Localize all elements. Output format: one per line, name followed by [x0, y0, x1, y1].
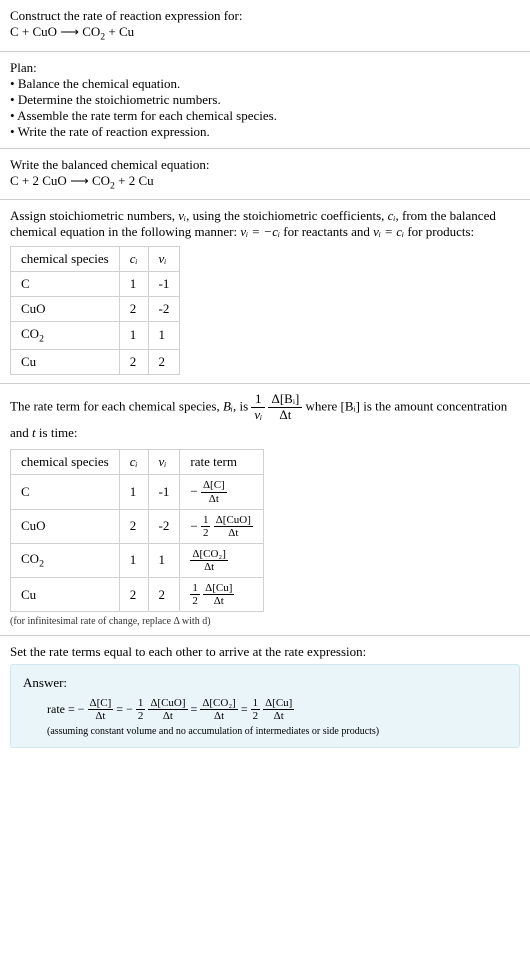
plan-item: Balance the chemical equation.	[10, 76, 520, 92]
stoich-section: Assign stoichiometric numbers, νᵢ, using…	[0, 200, 530, 383]
cell-species: Cu	[11, 349, 120, 374]
cell-species: CO2	[11, 543, 120, 577]
infinitesimal-note: (for infinitesimal rate of change, repla…	[10, 616, 520, 627]
cell-rate: − 12 Δ[CuO]Δt	[180, 509, 264, 543]
frac-dB-dt: Δ[Bᵢ] Δt	[268, 392, 302, 423]
plan-list: Balance the chemical equation. Determine…	[10, 76, 520, 140]
plan-section: Plan: Balance the chemical equation. Det…	[0, 52, 530, 148]
table-row: CuO 2 -2 − 12 Δ[CuO]Δt	[11, 509, 264, 543]
col-nui: νᵢ	[148, 450, 180, 475]
stoich-table: chemical species cᵢ νᵢ C 1 -1 CuO 2 -2 C…	[10, 246, 180, 375]
answer-box: Answer: rate = − Δ[C]Δt = − 12 Δ[CuO]Δt …	[10, 664, 520, 748]
cell-c: 2	[119, 578, 148, 612]
stoich-intro: Assign stoichiometric numbers, νᵢ, using…	[10, 208, 520, 240]
cell-rate: − Δ[C]Δt	[180, 475, 264, 509]
table-row: Cu 2 2 12 Δ[Cu]Δt	[11, 578, 264, 612]
table-row: CO2 1 1 Δ[CO₂]Δt	[11, 543, 264, 577]
table-row: C 1 -1 − Δ[C]Δt	[11, 475, 264, 509]
cell-species: Cu	[11, 578, 120, 612]
col-ci: cᵢ	[119, 450, 148, 475]
col-species: chemical species	[11, 450, 120, 475]
rateterm-section: The rate term for each chemical species,…	[0, 384, 530, 635]
balanced-label: Write the balanced chemical equation:	[10, 157, 520, 173]
balanced-equation: C + 2 CuO ⟶ CO2 + 2 Cu	[10, 173, 520, 192]
cell-c: 1	[119, 475, 148, 509]
assumption-note: (assuming constant volume and no accumul…	[23, 726, 507, 737]
table-row: Cu 2 2	[11, 349, 180, 374]
cell-rate: 12 Δ[Cu]Δt	[180, 578, 264, 612]
col-species: chemical species	[11, 247, 120, 272]
cell-rate: Δ[CO₂]Δt	[180, 543, 264, 577]
cell-c: 2	[119, 349, 148, 374]
unbalanced-equation: C + CuO ⟶ CO2 + Cu	[10, 24, 520, 43]
frac-one-over-nu: 1 νᵢ	[251, 392, 265, 423]
cell-species: CuO	[11, 297, 120, 322]
cell-nu: 1	[148, 543, 180, 577]
balanced-section: Write the balanced chemical equation: C …	[0, 149, 530, 200]
cell-species: C	[11, 272, 120, 297]
cell-species: CO2	[11, 322, 120, 350]
cell-nu: 2	[148, 349, 180, 374]
cell-species: CuO	[11, 509, 120, 543]
cell-nu: -1	[148, 475, 180, 509]
final-label: Set the rate terms equal to each other t…	[10, 644, 520, 660]
table-header-row: chemical species cᵢ νᵢ rate term	[11, 450, 264, 475]
rateterm-intro: The rate term for each chemical species,…	[10, 392, 520, 444]
cell-species: C	[11, 475, 120, 509]
cell-nu: 2	[148, 578, 180, 612]
rateterm-table: chemical species cᵢ νᵢ rate term C 1 -1 …	[10, 449, 264, 612]
rate-expression: rate = − Δ[C]Δt = − 12 Δ[CuO]Δt = Δ[CO₂]…	[23, 697, 507, 722]
answer-label: Answer:	[23, 675, 507, 691]
col-nui: νᵢ	[148, 247, 180, 272]
col-ci: cᵢ	[119, 247, 148, 272]
cell-nu: -1	[148, 272, 180, 297]
plan-label: Plan:	[10, 60, 520, 76]
construct-title: Construct the rate of reaction expressio…	[10, 8, 520, 24]
col-rateterm: rate term	[180, 450, 264, 475]
plan-item: Determine the stoichiometric numbers.	[10, 92, 520, 108]
cell-nu: -2	[148, 297, 180, 322]
final-section: Set the rate terms equal to each other t…	[0, 636, 530, 756]
cell-nu: -2	[148, 509, 180, 543]
cell-c: 1	[119, 272, 148, 297]
header-section: Construct the rate of reaction expressio…	[0, 0, 530, 51]
table-header-row: chemical species cᵢ νᵢ	[11, 247, 180, 272]
cell-nu: 1	[148, 322, 180, 350]
table-row: CuO 2 -2	[11, 297, 180, 322]
table-row: CO2 1 1	[11, 322, 180, 350]
plan-item: Write the rate of reaction expression.	[10, 124, 520, 140]
cell-c: 2	[119, 509, 148, 543]
plan-item: Assemble the rate term for each chemical…	[10, 108, 520, 124]
cell-c: 1	[119, 322, 148, 350]
cell-c: 1	[119, 543, 148, 577]
cell-c: 2	[119, 297, 148, 322]
table-row: C 1 -1	[11, 272, 180, 297]
